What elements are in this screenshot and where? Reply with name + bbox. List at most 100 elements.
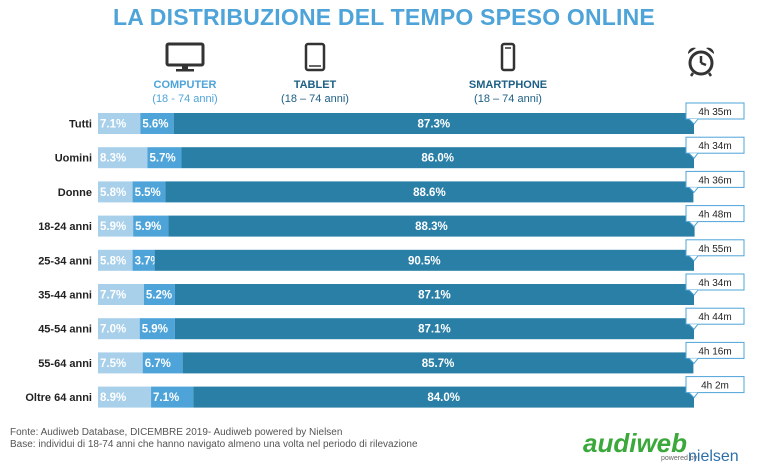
bar-tablet [143,284,175,305]
bar-computer [98,147,148,169]
powered-by-text: powered by [661,455,698,462]
nielsen-logo-text: nielsen [688,448,739,465]
data-label-smartphone: 90.5% [408,255,441,267]
alarm-clock-icon [687,47,715,77]
data-label-smartphone: 88.3% [415,221,448,233]
data-label-tablet: 7.1% [153,392,179,404]
category-label: 25-34 anni [38,255,92,267]
bar-tablet [139,318,175,340]
category-label: 35-44 anni [38,290,92,302]
bar-computer [98,318,140,340]
legend-tablet-label: TABLET [293,79,337,91]
time-callout-box [685,239,745,257]
data-label-tablet: 3.7% [135,255,161,267]
time-callout-pointer [688,255,699,262]
audiweb-logo-text: audiweb [583,428,688,458]
total-time-label: 4h 44m [698,312,731,323]
bar-tablet [142,352,183,374]
total-time-label: 4h 34m [698,278,731,289]
legend-smartphone-label: SMARTPHONE [468,79,548,91]
data-label-smartphone: 84.0% [427,392,460,404]
total-time-label: 4h 55m [698,244,731,255]
total-time-label: 4h 48m [698,210,731,221]
time-callout-box [685,136,745,154]
chart-title: LA DISTRIBUZIONE DEL TEMPO SPESO ONLINE [113,4,655,30]
category-label: 55-64 anni [38,358,92,370]
data-label-tablet: 5.7% [149,153,175,165]
bar-smartphone [168,215,695,237]
smartphone-icon [500,42,516,72]
time-callout-box [685,376,745,394]
footer: Fonte: Audiweb Database, DICEMBRE 2019- … [10,427,418,451]
time-callout-pointer [688,221,699,228]
bar-tablet [140,113,174,134]
bar-tablet [133,215,169,237]
bar-tablet [151,386,194,408]
time-callout-box [685,170,745,188]
data-label-tablet: 5.5% [135,187,161,199]
bar-smartphone [182,352,694,374]
data-label-smartphone: 87.3% [418,119,451,131]
category-label: Uomini [55,153,92,165]
bar-smartphone [165,181,694,203]
bar-computer [98,113,141,134]
bar-computer [98,215,134,237]
time-callout-pointer [688,323,699,330]
total-time-label: 4h 35m [698,107,731,118]
time-callout-box [685,102,745,120]
total-time-label: 4h 16m [698,346,731,357]
bar-computer [98,249,133,271]
time-callout-pointer [688,358,699,365]
monitor-icon [165,42,205,72]
legend-smartphone: SMARTPHONE (18 – 74 anni) [448,42,568,106]
bar-tablet [132,249,155,271]
data-label-computer: 8.3% [100,153,126,165]
footer-source: Fonte: Audiweb Database, DICEMBRE 2019- … [10,427,343,438]
bar-computer [98,181,133,203]
legend-smartphone-range: (18 – 74 anni) [474,93,542,105]
time-callout-pointer [688,392,699,399]
data-label-computer: 7.1% [100,119,126,131]
legend-tablet: TABLET (18 – 74 anni) [260,42,370,106]
bar-computer [98,284,144,305]
legend-computer: COMPUTER (18 - 74 anni) [130,42,240,106]
bar-tablet [132,181,166,203]
bar-computer [98,386,152,408]
data-label-computer: 5.8% [100,255,126,267]
bar-smartphone [193,386,695,408]
data-label-computer: 5.9% [100,221,126,233]
category-label: 45-54 anni [38,324,92,336]
data-label-smartphone: 85.7% [422,358,455,370]
time-callout-box [685,273,745,291]
data-label-tablet: 5.9% [142,324,168,336]
time-callout-box [685,307,745,325]
data-label-smartphone: 87.1% [418,290,451,302]
bar-smartphone [181,147,694,169]
data-label-smartphone: 86.0% [421,153,454,165]
category-label: Tutti [69,119,92,131]
time-callout-pointer [688,289,699,296]
data-label-smartphone: 87.1% [418,324,451,336]
legend-computer-range: (18 - 74 anni) [152,93,218,105]
bar-smartphone [173,113,694,134]
category-label: Donne [58,187,92,199]
stacked-bar-chart: Tutti 7.1% 5.6% 87.3% 4h 35m Uomini 8.3% 5.7% 86… [25,102,745,408]
data-label-computer: 7.7% [100,290,126,302]
legend-computer-label: COMPUTER [153,79,217,91]
time-callout-pointer [688,152,699,159]
bar-tablet [147,147,182,169]
footer-base: Base: individui di 18-74 anni che hanno … [10,439,418,450]
data-label-computer: 8.9% [100,392,126,404]
data-label-smartphone: 88.6% [413,187,446,199]
bar-smartphone [174,318,694,340]
category-label: Oltre 64 anni [25,392,92,404]
data-label-computer: 5.8% [100,187,126,199]
data-label-tablet: 6.7% [145,358,171,370]
data-label-computer: 7.5% [100,358,126,370]
total-time-label: 4h 34m [698,141,731,152]
legend-tablet-range: (18 – 74 anni) [281,93,349,105]
data-label-tablet: 5.9% [135,221,161,233]
bar-computer [98,352,143,374]
time-callout-box [685,341,745,359]
time-callout-pointer [688,187,699,194]
